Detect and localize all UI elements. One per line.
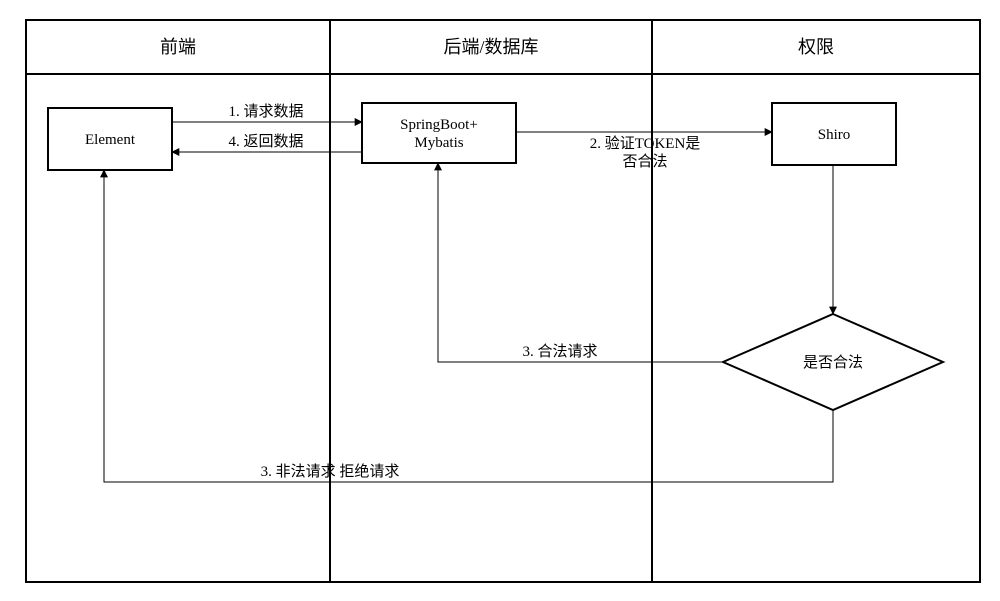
edge-e2-label: 2. 验证TOKEN是 <box>590 135 701 152</box>
edge-e4-label: 4. 返回数据 <box>228 133 303 150</box>
edge-e3a <box>438 163 723 362</box>
node-springboot <box>362 103 516 163</box>
lane-header-auth: 权限 <box>798 37 834 57</box>
node-springboot-label: Mybatis <box>414 135 463 151</box>
edge-e3a-label: 3. 合法请求 <box>522 343 597 360</box>
node-element-label: Element <box>85 132 136 148</box>
node-springboot-label: SpringBoot+ <box>400 117 478 133</box>
edge-e3b-label: 3. 非法请求 拒绝请求 <box>261 463 400 480</box>
lane-header-backend: 后端/数据库 <box>443 37 538 57</box>
edge-e3b <box>104 170 833 482</box>
node-shiro-label: Shiro <box>818 127 851 143</box>
edge-e2-label: 否合法 <box>622 153 667 170</box>
node-decision-label: 是否合法 <box>803 354 863 371</box>
edge-e1-label: 1. 请求数据 <box>228 103 303 120</box>
lane-header-frontend: 前端 <box>160 37 196 57</box>
